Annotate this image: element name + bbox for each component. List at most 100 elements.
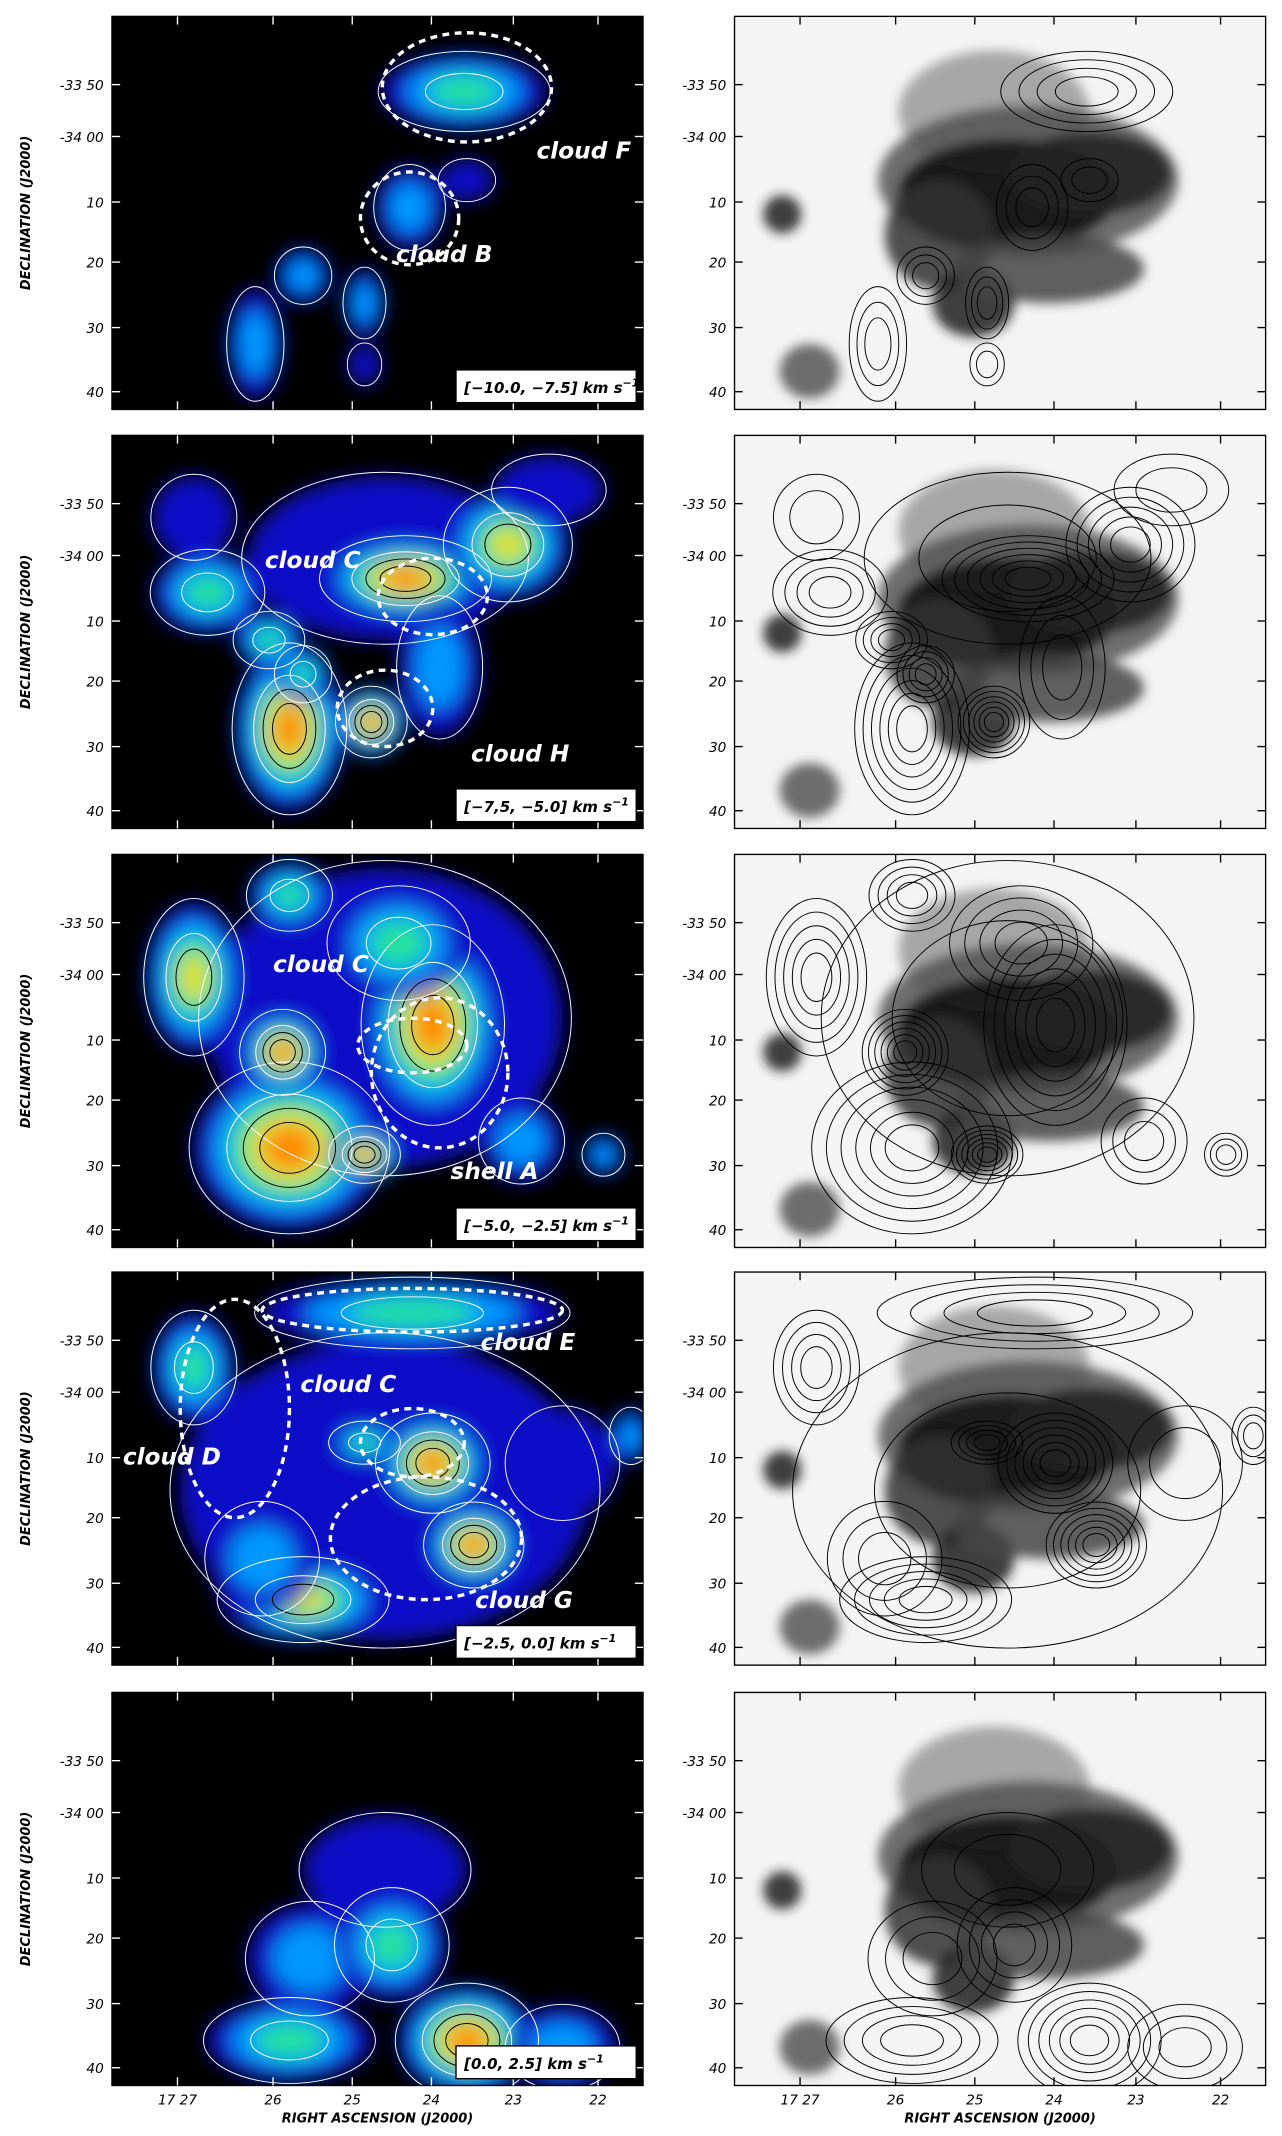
nebula-region <box>952 653 1145 723</box>
contour <box>975 350 999 379</box>
contour <box>1127 1405 1243 1521</box>
y-tick-label: -34 00 <box>60 1386 104 1402</box>
contour <box>328 1420 401 1465</box>
contour <box>825 1073 999 1222</box>
contour <box>1014 1427 1097 1500</box>
y-tick-label: -34 00 <box>682 968 726 984</box>
nebula-region <box>952 234 1145 303</box>
contour <box>1142 2015 1228 2080</box>
y-tick-label: 20 <box>709 1511 726 1527</box>
y-tick-label: -33 50 <box>60 1754 104 1770</box>
y-tick-label: 20 <box>86 1511 103 1527</box>
contour <box>979 554 1077 604</box>
contour <box>1113 453 1230 527</box>
contours <box>226 50 551 402</box>
emission-level <box>369 919 428 967</box>
optical-map <box>734 435 1266 829</box>
contour <box>886 1034 924 1071</box>
contour <box>898 1585 953 1614</box>
y-tick-label: -34 00 <box>682 130 726 146</box>
panel-frame <box>733 1271 1267 1666</box>
contour <box>437 158 497 203</box>
contour <box>399 978 467 1072</box>
cloud-label: cloud D <box>123 1443 221 1470</box>
contours <box>765 859 1249 1235</box>
x-tick-label: 25 <box>344 2093 361 2109</box>
y-tick-label: 20 <box>86 1932 103 1948</box>
panel-frame <box>733 853 1267 1249</box>
nebula-region <box>763 1033 802 1072</box>
contour <box>965 1429 1009 1456</box>
contour <box>1209 1138 1243 1171</box>
nebula-region <box>779 1181 840 1237</box>
contour <box>825 1996 999 2084</box>
contour <box>450 1524 498 1566</box>
contour <box>968 1899 1061 1991</box>
colour-map <box>111 854 644 1248</box>
contour <box>298 1812 472 1928</box>
emission-level <box>274 706 305 752</box>
contour <box>1231 1406 1266 1465</box>
contour <box>328 1125 401 1184</box>
x-axis-label: RIGHT ASCENSION (J2000) <box>904 2111 1095 2126</box>
cloud-label: cloud C <box>273 951 369 978</box>
contour <box>912 262 940 290</box>
y-tick-label: 30 <box>709 1159 726 1175</box>
contour <box>232 610 306 670</box>
contour <box>1110 526 1151 563</box>
panel-frame <box>733 15 1267 411</box>
contour <box>884 1124 940 1172</box>
contour <box>1069 2024 1110 2057</box>
contour <box>405 1439 460 1487</box>
contour <box>478 1097 566 1185</box>
contour <box>1065 486 1196 603</box>
nebula-region <box>1007 970 1172 1053</box>
contours <box>143 859 626 1235</box>
contours <box>202 1812 621 2086</box>
contour <box>143 897 245 1057</box>
emission-level <box>271 880 307 910</box>
contour <box>1135 467 1208 513</box>
emission-level <box>362 712 381 732</box>
contour <box>1030 614 1094 721</box>
nebula-region <box>763 195 802 234</box>
emission-level <box>238 311 272 377</box>
contour <box>1112 1109 1176 1173</box>
contour <box>962 690 1025 754</box>
contour <box>774 911 859 1043</box>
contour <box>868 859 956 932</box>
y-tick-label: 40 <box>86 804 103 820</box>
y-tick-label: 30 <box>86 321 103 337</box>
contour <box>442 486 573 603</box>
contour <box>491 453 607 527</box>
contour <box>880 1027 930 1077</box>
contour <box>873 1392 1142 1589</box>
emission-level <box>184 574 231 610</box>
y-tick-label: -33 50 <box>60 497 104 513</box>
contour <box>1054 76 1119 107</box>
contour <box>879 680 945 778</box>
panel-frame <box>111 434 644 830</box>
contour <box>326 885 471 1001</box>
emission-level <box>496 1116 547 1166</box>
contour <box>992 1923 1036 1967</box>
contour <box>1015 187 1049 228</box>
x-tick-label: 23 <box>1127 2093 1144 2109</box>
contour <box>269 878 310 912</box>
y-tick-label: -34 00 <box>60 130 104 146</box>
y-axis-label: DECLINATION (J2000) <box>19 1812 34 1967</box>
contour <box>1087 506 1174 583</box>
emission-level <box>152 476 235 559</box>
y-tick-label: 20 <box>709 675 726 691</box>
contour <box>950 1125 1024 1184</box>
y-tick-label: -34 00 <box>682 549 726 565</box>
contour <box>864 317 892 371</box>
contour <box>348 699 395 745</box>
contour <box>958 1425 1016 1461</box>
emission <box>152 1278 644 1641</box>
contour <box>966 1138 1008 1172</box>
contour <box>904 254 948 298</box>
contour <box>970 276 1004 330</box>
y-axis-label: DECLINATION (J2000) <box>19 1391 34 1546</box>
contour <box>1022 1434 1088 1492</box>
